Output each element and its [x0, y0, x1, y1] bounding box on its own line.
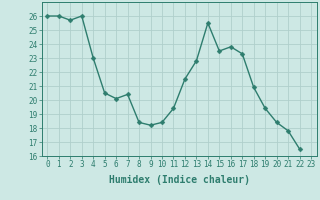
- X-axis label: Humidex (Indice chaleur): Humidex (Indice chaleur): [109, 175, 250, 185]
